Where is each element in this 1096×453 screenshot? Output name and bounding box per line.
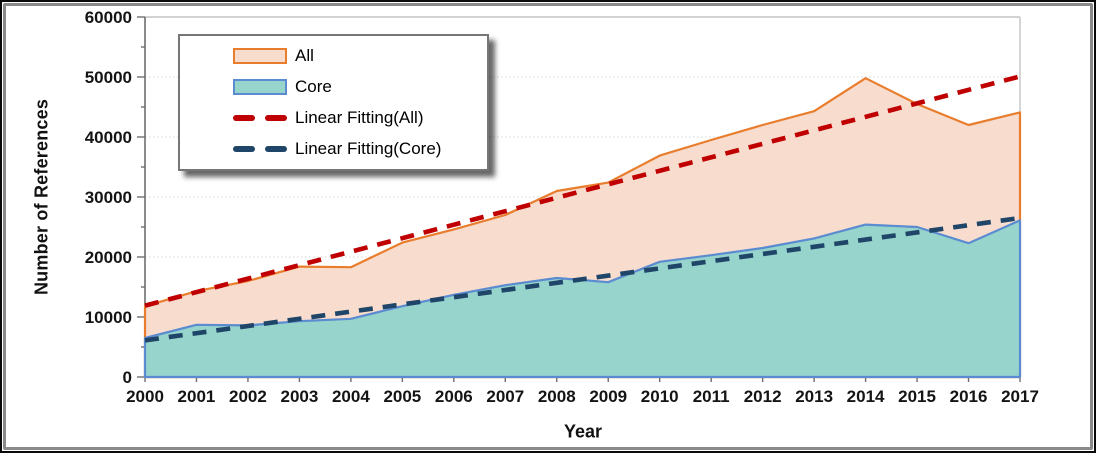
legend-item-all: All xyxy=(233,43,487,69)
x-tick-label: 2008 xyxy=(538,387,576,406)
linear-fitting-all-line xyxy=(144,74,1021,308)
x-tick-label: 2004 xyxy=(332,387,370,406)
legend-item-linear-fitting-all: Linear Fitting(All) xyxy=(233,105,487,131)
legend: All Core Linear Fitting(All) Linear Fitt… xyxy=(178,34,489,171)
x-tick-label: 2015 xyxy=(898,387,936,406)
x-tick-label: 2011 xyxy=(693,387,730,406)
x-tick-label: 2001 xyxy=(178,387,216,406)
y-tick-label: 60000 xyxy=(85,8,132,27)
y-tick-label: 0 xyxy=(123,368,132,387)
legend-label-linear-fitting-all: Linear Fitting(All) xyxy=(295,108,424,128)
linear-fitting-core-line xyxy=(144,215,1021,343)
x-tick-label: 2006 xyxy=(435,387,473,406)
y-tick-label: 20000 xyxy=(85,248,132,267)
x-tick-label: 2014 xyxy=(847,387,885,406)
x-tick-label: 2000 xyxy=(126,387,164,406)
legend-item-core: Core xyxy=(233,74,487,100)
y-tick-label: 30000 xyxy=(85,188,132,207)
x-tick-label: 2013 xyxy=(795,387,833,406)
legend-label-all: All xyxy=(295,45,314,65)
x-tick-label: 2007 xyxy=(486,387,524,406)
x-tick-label: 2017 xyxy=(1001,387,1039,406)
core-area-swatch xyxy=(233,78,287,95)
all-area-swatch xyxy=(233,47,287,64)
legend-label-linear-fitting-core: Linear Fitting(Core) xyxy=(295,139,442,159)
x-axis-title: Year xyxy=(563,421,603,442)
x-tick-label: 2003 xyxy=(280,387,318,406)
y-tick-label: 50000 xyxy=(85,68,132,87)
legend-item-linear-fitting-core: Linear Fitting(Core) xyxy=(233,136,487,162)
y-tick-label: 40000 xyxy=(85,128,132,147)
legend-label-core: Core xyxy=(295,76,332,96)
x-tick-label: 2009 xyxy=(589,387,627,406)
x-tick-label: 2005 xyxy=(383,387,421,406)
y-tick-label: 10000 xyxy=(85,308,132,327)
x-tick-label: 2010 xyxy=(641,387,679,406)
x-tick-label: 2016 xyxy=(950,387,988,406)
x-tick-label: 2012 xyxy=(744,387,782,406)
linear-fitting-all-dash-swatch xyxy=(233,115,287,122)
x-tick-label: 2002 xyxy=(229,387,267,406)
core-area-series xyxy=(143,219,1022,379)
y-axis-title: Number of References xyxy=(31,98,52,296)
linear-fitting-core-dash-swatch xyxy=(233,146,287,153)
